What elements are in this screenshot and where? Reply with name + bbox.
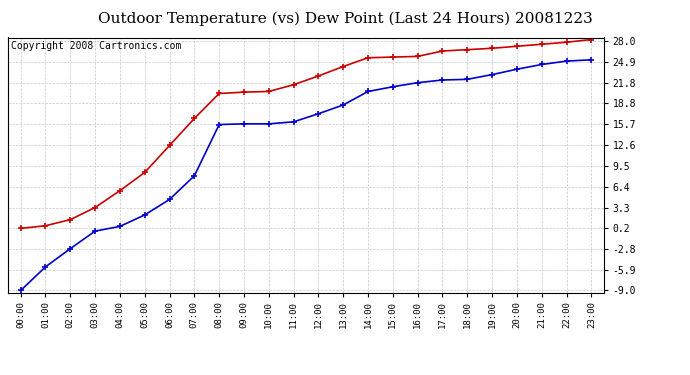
Text: Outdoor Temperature (vs) Dew Point (Last 24 Hours) 20081223: Outdoor Temperature (vs) Dew Point (Last… xyxy=(97,11,593,26)
Text: Copyright 2008 Cartronics.com: Copyright 2008 Cartronics.com xyxy=(11,41,181,51)
